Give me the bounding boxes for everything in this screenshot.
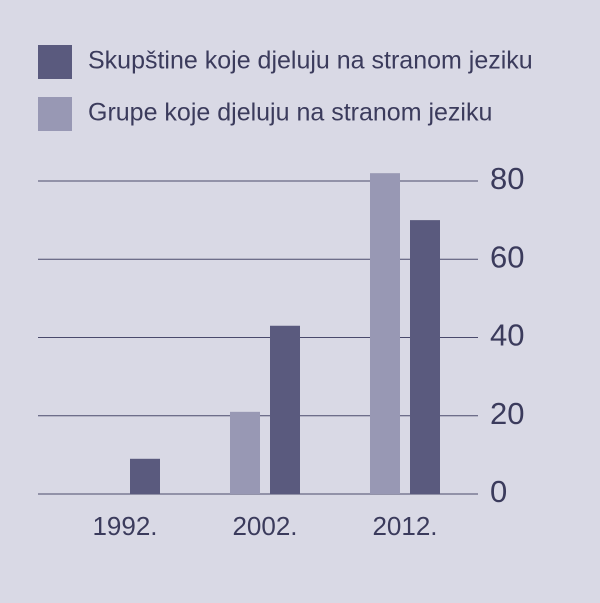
- y-tick-label: 20: [490, 396, 524, 431]
- bar: [370, 173, 400, 495]
- x-tick-label: 2002.: [232, 511, 297, 541]
- x-tick-label: 2012.: [372, 511, 437, 541]
- legend-swatch: [38, 97, 72, 131]
- y-tick-label: 40: [490, 318, 524, 353]
- bar: [270, 325, 300, 494]
- y-tick-label: 0: [490, 474, 507, 509]
- legend-swatch: [38, 45, 72, 79]
- bar: [130, 458, 160, 494]
- x-tick-label: 1992.: [92, 511, 157, 541]
- y-tick-label: 80: [490, 161, 524, 196]
- bar: [230, 411, 260, 494]
- bar: [410, 220, 440, 494]
- legend-label: Grupe koje djeluju na stranom jeziku: [88, 99, 492, 127]
- y-tick-label: 60: [490, 239, 524, 274]
- legend-label: Skupštine koje djeluju na stranom jeziku: [88, 47, 533, 75]
